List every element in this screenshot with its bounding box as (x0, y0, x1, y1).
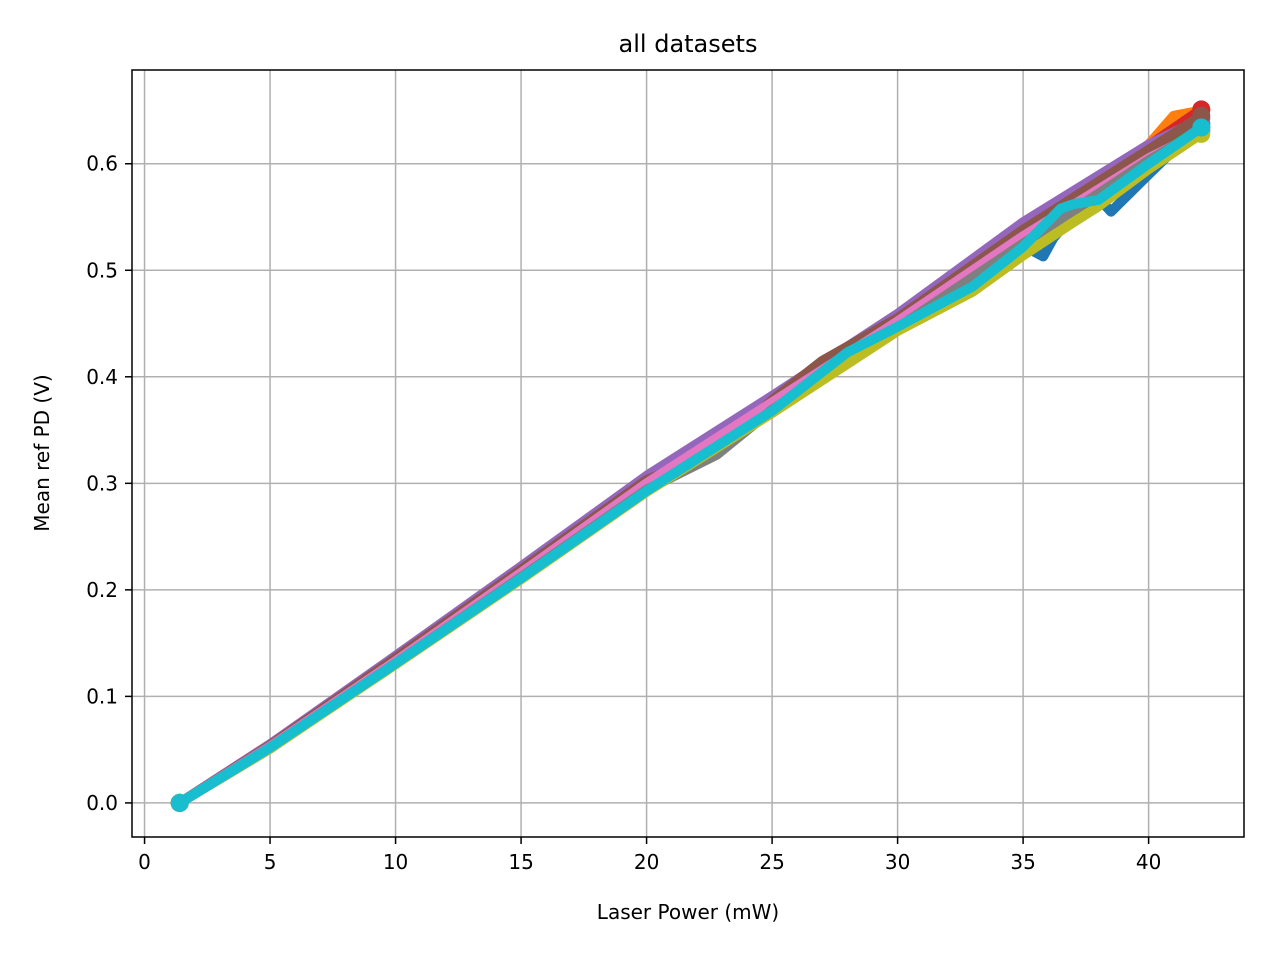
y-tick-label: 0.1 (86, 684, 118, 708)
x-axis: 0 5 10 15 20 25 30 35 40 (138, 837, 1161, 874)
y-tick-label: 0.4 (86, 365, 118, 389)
x-tick-label: 25 (759, 850, 784, 874)
series-10-point (1192, 118, 1211, 137)
y-tick-label: 0.2 (86, 578, 118, 602)
x-tick-label: 10 (383, 850, 408, 874)
y-tick-label: 0.5 (86, 258, 118, 282)
x-tick-label: 5 (264, 850, 277, 874)
y-tick-label: 0.3 (86, 471, 118, 495)
series-layer (170, 100, 1211, 812)
y-tick-label: 0.6 (86, 152, 118, 176)
plot-frame (131, 69, 1245, 838)
grid (132, 70, 1244, 837)
chart-title: all datasets (619, 30, 758, 58)
x-tick-label: 30 (885, 850, 910, 874)
y-axis: 0.0 0.1 0.2 0.3 0.4 0.5 0.6 (86, 152, 132, 815)
x-tick-label: 20 (634, 850, 659, 874)
x-tick-label: 15 (508, 850, 533, 874)
x-tick-label: 0 (138, 850, 151, 874)
series-line-10 (174, 122, 1207, 808)
x-tick-label: 35 (1010, 850, 1035, 874)
x-tick-label: 40 (1136, 850, 1161, 874)
series-10-point (170, 793, 189, 812)
x-axis-label: Laser Power (mW) (597, 900, 779, 924)
y-axis-label: Mean ref PD (V) (30, 374, 54, 531)
y-tick-label: 0.0 (86, 791, 118, 815)
